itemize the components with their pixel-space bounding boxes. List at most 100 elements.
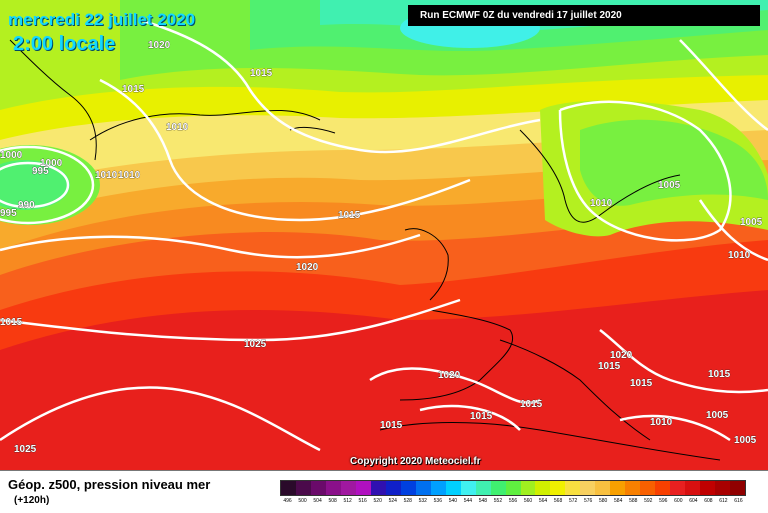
isobar-1020 xyxy=(0,233,421,259)
scale-swatch xyxy=(355,481,371,495)
scale-swatch xyxy=(475,481,491,495)
scale-label: 592 xyxy=(644,498,653,504)
coastline-greenland-west xyxy=(9,39,97,161)
scale-swatch xyxy=(565,481,581,495)
isobar-label: 1015 xyxy=(0,317,23,328)
scale-label: 612 xyxy=(719,498,728,504)
coastline-greenland xyxy=(89,109,321,141)
scale-label: 520 xyxy=(373,498,382,504)
scale-label: 504 xyxy=(313,498,322,504)
band-trough-inner xyxy=(580,119,768,206)
scale-label: 572 xyxy=(568,498,578,504)
scale-swatch xyxy=(640,481,656,495)
scale-swatch xyxy=(715,481,731,495)
scale-label: 496 xyxy=(283,498,292,504)
isobar-label: 1010 xyxy=(728,250,751,261)
isobar-label: 1020 xyxy=(296,262,319,273)
isobar-label: 1005 xyxy=(658,180,681,191)
scale-label: 508 xyxy=(328,498,337,504)
scale-label: 544 xyxy=(463,498,473,504)
isobar-1010-east xyxy=(698,199,768,262)
scale-swatch xyxy=(610,481,626,495)
scale-swatch xyxy=(490,481,506,495)
scale-swatch xyxy=(385,481,401,495)
isobar-label: 990 xyxy=(18,200,35,211)
isobar-label: 995 xyxy=(0,208,17,219)
isobar-1015-mid xyxy=(99,78,471,222)
isobar-1010-ne xyxy=(679,39,768,132)
coastlines xyxy=(9,39,721,461)
scale-label: 600 xyxy=(674,498,683,504)
isobar-1015-east xyxy=(599,329,768,394)
coastline-britain xyxy=(404,228,449,301)
scale-swatch xyxy=(370,481,386,495)
scale-label: 536 xyxy=(433,498,442,504)
isobar-label: 1000 xyxy=(40,158,63,169)
isobar-label: 1010 xyxy=(166,122,189,133)
scale-swatch xyxy=(400,481,416,495)
scale-swatch xyxy=(655,481,671,495)
forecast-date: mercredi 22 juillet 2020 xyxy=(8,10,196,29)
isobar-label: 1015 xyxy=(470,411,493,422)
isobar-1025 xyxy=(0,298,461,342)
map-canvas: 1020 1015 1015 1010 1000 995 1000 1010 9… xyxy=(0,0,768,470)
isobar-label: 1015 xyxy=(338,210,361,221)
copyright-text: Copyright 2020 Meteociel.fr xyxy=(350,456,481,467)
scale-swatch xyxy=(325,481,341,495)
coastline-france-iberia xyxy=(399,309,514,401)
scale-swatch xyxy=(535,481,551,495)
isobar-label: 1010 xyxy=(590,198,613,209)
scale-swatch xyxy=(595,481,611,495)
isobar-label: 1015 xyxy=(708,369,731,380)
scale-swatch xyxy=(550,481,566,495)
lead-time: (+120h) xyxy=(14,495,50,506)
scale-swatch xyxy=(670,481,686,495)
isobar-1015-med xyxy=(419,404,521,431)
isobar-label: 995 xyxy=(32,166,49,177)
isobar-1010-se xyxy=(619,414,731,442)
coastline-scandinavia xyxy=(519,129,681,223)
isobar-label: 1020 xyxy=(438,370,461,381)
isobar-label: 1005 xyxy=(740,217,763,228)
scale-swatch xyxy=(505,481,521,495)
scale-swatch xyxy=(445,481,461,495)
color-scale: 496 500 504 508 512 516 520 524 528 532 536 540 544 5… xyxy=(280,480,746,508)
scale-label: 524 xyxy=(388,498,397,504)
isobar-label: 1025 xyxy=(244,339,267,350)
parameter-title: Géop. z500, pression niveau mer xyxy=(8,477,211,492)
scale-label: 584 xyxy=(614,498,623,504)
isobar-1020-med xyxy=(369,367,541,404)
scale-label: 564 xyxy=(538,498,548,504)
isobar-label: 1020 xyxy=(148,40,171,51)
scale-label: 500 xyxy=(298,498,307,504)
scale-label: 576 xyxy=(583,498,593,504)
scale-swatch xyxy=(460,481,476,495)
scale-label: 540 xyxy=(448,498,458,504)
scale-label: 532 xyxy=(418,498,427,504)
scale-label: 580 xyxy=(599,498,608,504)
scale-swatch xyxy=(580,481,596,495)
isobar-label: 1015 xyxy=(380,420,403,431)
scale-label: 552 xyxy=(493,498,503,504)
isobar-label: 1015 xyxy=(122,84,145,95)
scale-swatch xyxy=(415,481,431,495)
scale-swatch xyxy=(310,481,326,495)
model-run-label: Run ECMWF 0Z du vendredi 17 juillet 2020 xyxy=(408,5,760,26)
isobars xyxy=(0,18,768,452)
isobar-label: 1015 xyxy=(598,361,621,372)
isobar-label: 1025 xyxy=(14,444,37,455)
scale-swatch xyxy=(430,481,446,495)
scale-swatch xyxy=(340,481,356,495)
scale-label: 560 xyxy=(523,498,533,504)
scale-label: 516 xyxy=(358,498,367,504)
isobar-1005-scandinavia xyxy=(558,100,732,242)
isobar-label: 1005 xyxy=(734,435,757,446)
scale-swatch xyxy=(625,481,641,495)
scale-label: 528 xyxy=(403,498,412,504)
scale-label: 568 xyxy=(553,498,563,504)
scale-swatch xyxy=(730,481,746,495)
scale-swatch xyxy=(295,481,311,495)
coastline-north-africa xyxy=(379,422,721,461)
isobar-low-990 xyxy=(0,161,70,209)
scale-swatch xyxy=(685,481,701,495)
